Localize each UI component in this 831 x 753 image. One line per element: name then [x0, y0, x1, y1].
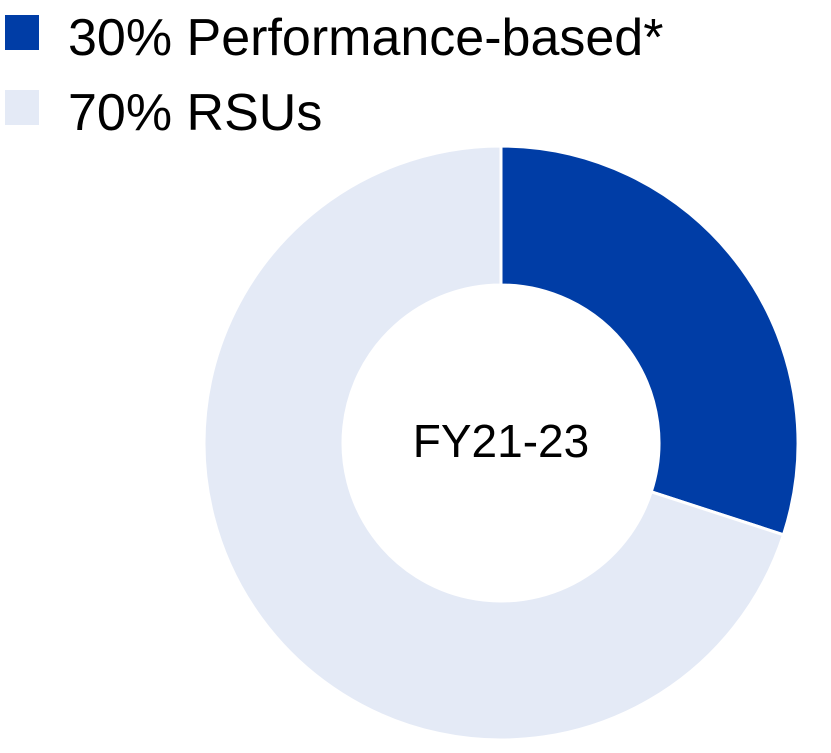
- legend-value: 70%: [68, 84, 172, 142]
- donut-slice: [202, 144, 786, 742]
- legend-category: Performance-based*: [187, 9, 664, 67]
- legend-value: 30%: [68, 9, 172, 67]
- legend-swatch: [5, 15, 39, 50]
- donut-slice: [499, 144, 800, 537]
- legend-label: 70% RSUs: [68, 84, 322, 142]
- legend-label: 30% Performance-based*: [68, 9, 663, 67]
- legend-swatch: [5, 90, 39, 125]
- center-label: FY21-23: [413, 415, 589, 467]
- legend-category: RSUs: [187, 84, 323, 142]
